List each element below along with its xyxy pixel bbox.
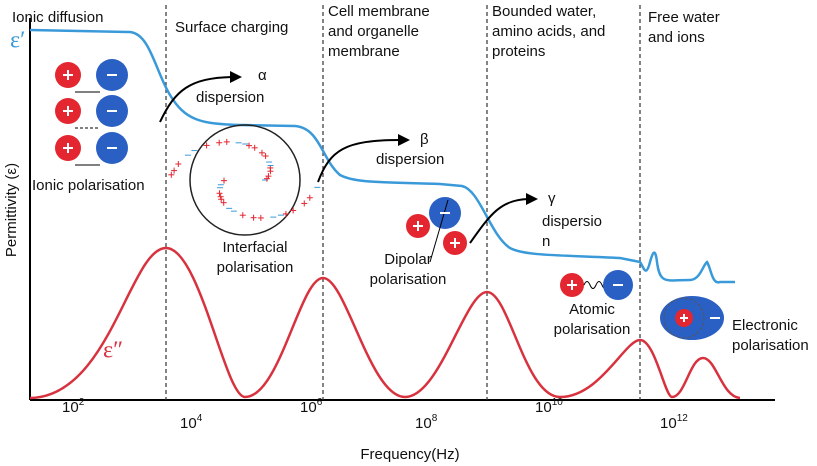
dispersion-symbol: β: [420, 131, 429, 148]
tick-exponent: 12: [677, 413, 689, 424]
mechanism-label: Electronic: [732, 317, 798, 334]
x-tick-label: 108: [415, 413, 438, 432]
charge-icons: [168, 138, 321, 221]
region-label: Bounded water,: [492, 3, 596, 20]
mechanism-label: polarisation: [732, 337, 809, 354]
arrowhead: [526, 193, 538, 205]
real-permittivity-curve: [29, 28, 735, 284]
tick-base: 10: [180, 415, 197, 432]
dispersion-symbol: α: [258, 67, 267, 84]
cell-icon: [189, 124, 301, 236]
region-label: amino acids, and: [492, 23, 605, 40]
tick-exponent: 8: [432, 413, 438, 424]
mechanism-label: polarisation: [554, 321, 631, 338]
mechanism-label: polarisation: [217, 259, 294, 276]
mechanism-label: Atomic: [569, 301, 615, 318]
tick-base: 10: [415, 415, 432, 432]
x-tick-label: 106: [300, 397, 323, 416]
tick-base: 10: [300, 399, 317, 416]
real-label: ε′: [10, 28, 25, 54]
tick-exponent: 6: [317, 397, 323, 408]
imaginary-label: ε″: [103, 338, 123, 364]
region-label: proteins: [492, 43, 545, 60]
arrowhead: [398, 134, 410, 146]
alpha-arrow: [159, 76, 233, 123]
x-tick-label: 1012: [660, 413, 688, 432]
mechanism-label: Ionic polarisation: [32, 177, 145, 194]
dispersion-label: dispersion: [376, 151, 444, 168]
region-label: and organelle: [328, 23, 419, 40]
x-tick-label: 102: [62, 397, 85, 416]
y-axis-label: Permittivity (ε): [3, 163, 20, 257]
mechanism-label: Dipolar: [384, 251, 432, 268]
dispersion-label: dispersio: [542, 213, 602, 230]
region-label: Ionic diffusion: [12, 9, 103, 26]
gamma-arrow: [469, 198, 529, 244]
arrowhead: [230, 71, 242, 83]
tick-base: 10: [62, 399, 79, 416]
tick-base: 10: [660, 415, 677, 432]
dispersion-label: dispersion: [196, 89, 264, 106]
cloud-outline: [663, 297, 705, 339]
beta-arrow: [317, 139, 401, 183]
tick-base: 10: [535, 399, 552, 416]
region-label: Surface charging: [175, 19, 288, 36]
mechanism-label: Interfacial: [222, 239, 287, 256]
imaginary-permittivity-curve: [29, 246, 741, 400]
region-label: Free water: [648, 9, 720, 26]
tick-exponent: 10: [552, 397, 564, 408]
mechanism-label: polarisation: [370, 271, 447, 288]
dispersion-symbol: γ: [548, 190, 556, 207]
x-tick-label: 104: [180, 413, 203, 432]
dispersion-label: n: [542, 233, 550, 250]
tick-exponent: 2: [79, 397, 85, 408]
region-label: Cell membrane: [328, 3, 430, 20]
region-label: and ions: [648, 29, 705, 46]
dipole-axis: [429, 199, 449, 263]
x-axis-label: Frequency(Hz): [360, 446, 459, 463]
tick-exponent: 4: [197, 413, 203, 424]
x-tick-label: 1010: [535, 397, 563, 416]
region-label: membrane: [328, 43, 400, 60]
